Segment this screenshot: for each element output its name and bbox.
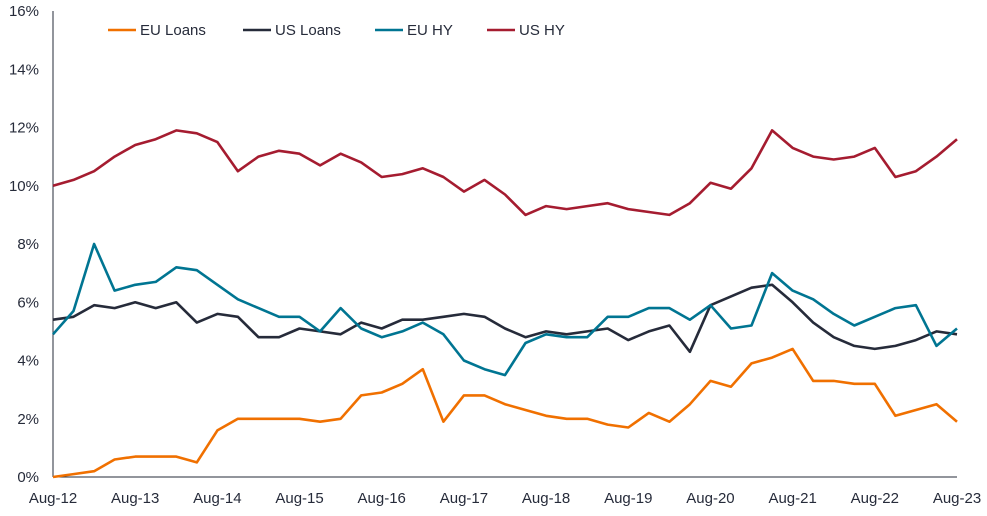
y-tick-label: 4% <box>17 353 39 370</box>
y-tick-label: 10% <box>9 178 39 195</box>
y-tick-label: 2% <box>17 411 39 428</box>
y-tick-label: 12% <box>9 120 39 137</box>
x-tick-label: Aug-12 <box>29 490 77 507</box>
x-tick-label: Aug-22 <box>851 490 899 507</box>
series-line-eu-hy <box>52 242 958 377</box>
series-line-us-hy <box>52 129 958 217</box>
x-tick-label: Aug-19 <box>604 490 652 507</box>
y-tick-label: 14% <box>9 61 39 78</box>
legend: EU Loans US Loans EU HY US HY <box>108 22 565 39</box>
legend-label-eu-hy: EU HY <box>407 22 453 39</box>
x-tick-label: Aug-15 <box>275 490 323 507</box>
series-line-eu-loans <box>52 347 958 479</box>
x-tick-label: Aug-20 <box>686 490 734 507</box>
legend-label-eu-loans: EU Loans <box>140 22 206 39</box>
y-tick-label: 16% <box>9 3 39 20</box>
x-tick-label: Aug-16 <box>358 490 406 507</box>
series-line-us-loans <box>52 283 958 354</box>
x-tick-label: Aug-14 <box>193 490 241 507</box>
y-tick-label: 6% <box>17 294 39 311</box>
legend-label-us-loans: US Loans <box>275 22 341 39</box>
y-tick-label: 0% <box>17 469 39 486</box>
x-tick-label: Aug-17 <box>440 490 488 507</box>
x-tick-label: Aug-18 <box>522 490 570 507</box>
x-tick-label: Aug-23 <box>933 490 981 507</box>
y-tick-label: 8% <box>17 236 39 253</box>
x-tick-label: Aug-21 <box>768 490 816 507</box>
series-lines <box>52 129 958 479</box>
legend-label-us-hy: US HY <box>519 22 565 39</box>
x-axis: Aug-12 Aug-13 Aug-14 Aug-15 Aug-16 Aug-17 Aug-… <box>29 476 981 507</box>
y-axis: 0% 2% 4% 6% 8% 10% 12% 14% 16% <box>9 3 54 486</box>
x-tick-label: Aug-13 <box>111 490 159 507</box>
